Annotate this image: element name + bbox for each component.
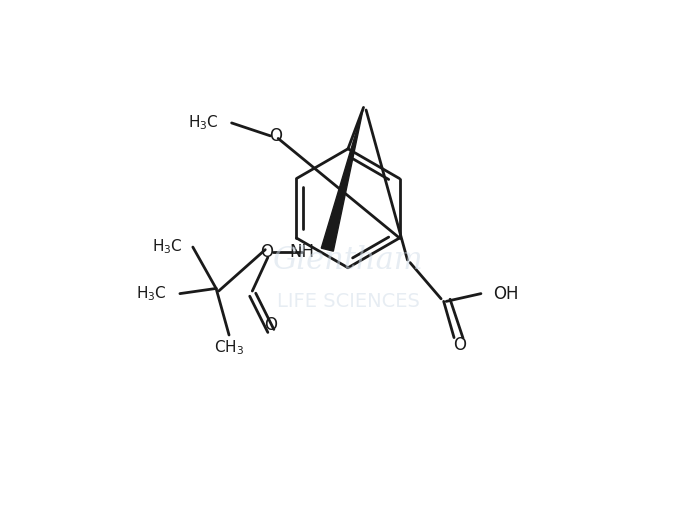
Polygon shape [322, 108, 363, 251]
Text: O: O [269, 127, 282, 145]
Text: H$_3$C: H$_3$C [188, 113, 219, 132]
Text: LIFE SCIENCES: LIFE SCIENCES [276, 292, 420, 311]
Text: Glentham: Glentham [273, 244, 423, 276]
Text: CH$_3$: CH$_3$ [214, 339, 244, 357]
Text: O: O [260, 243, 274, 261]
Text: NH: NH [290, 243, 315, 261]
Text: OH: OH [493, 284, 519, 303]
Text: H$_3$C: H$_3$C [136, 284, 167, 303]
Text: O: O [264, 316, 277, 334]
Text: O: O [452, 336, 466, 354]
Text: H$_3$C: H$_3$C [152, 238, 182, 256]
